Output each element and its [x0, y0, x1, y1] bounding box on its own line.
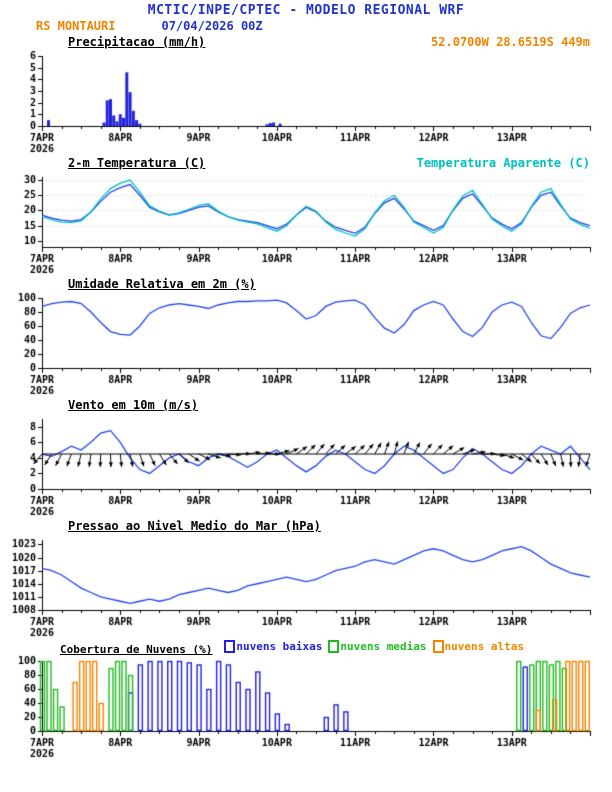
panel-pressure: Pressao ao Nivel Medio do Mar (hPa) — [0, 519, 612, 640]
report-title: MCTIC/INPE/CPTEC - MODELO REGIONAL WRF — [147, 3, 465, 18]
clouds-legend: nuvens baixas nuvens medias nuvens altas — [218, 640, 524, 653]
humidity-chart — [0, 292, 612, 398]
legend-item-high-clouds: nuvens altas — [432, 640, 524, 653]
pressure-title: Pressao ao Nivel Medio do Mar (hPa) — [68, 519, 321, 533]
panel-temperature-head: 2-m Temperatura (C) Temperatura Aparente… — [0, 156, 612, 171]
panel-wind-head: Vento em 10m (m/s) — [0, 398, 612, 413]
report-header: MCTIC/INPE/CPTEC - MODELO REGIONAL WRF R… — [0, 0, 612, 35]
clouds-title: Cobertura de Nuvens (%) — [60, 643, 213, 656]
station-name: RS MONTAURI — [36, 19, 116, 33]
legend-item-mid-clouds: nuvens medias — [328, 640, 427, 653]
clouds-chart — [0, 655, 612, 761]
panel-humidity-head: Umidade Relativa em 2m (%) — [0, 277, 612, 292]
temperature-title: 2-m Temperatura (C) — [68, 156, 206, 170]
panel-humidity: Umidade Relativa em 2m (%) — [0, 277, 612, 398]
panel-wind: Vento em 10m (m/s) — [0, 398, 612, 519]
precipitation-title: Precipitacao (mm/h) — [68, 35, 206, 49]
mid-clouds-swatch-icon — [328, 640, 340, 653]
report-subheader: RS MONTAURI 07/04/2026 00Z — [0, 18, 612, 35]
run-datetime: 07/04/2026 00Z — [161, 19, 263, 33]
wind-title: Vento em 10m (m/s) — [68, 398, 199, 412]
apparent-temperature-label: Temperatura Aparente (C) — [416, 156, 590, 170]
low-clouds-swatch-icon — [224, 640, 236, 653]
panel-clouds-head: Cobertura de Nuvens (%) nuvens baixas nu… — [0, 640, 612, 656]
humidity-title: Umidade Relativa em 2m (%) — [68, 277, 256, 291]
precipitation-chart — [0, 50, 612, 156]
wind-chart — [0, 413, 612, 519]
panel-pressure-head: Pressao ao Nivel Medio do Mar (hPa) — [0, 519, 612, 534]
high-clouds-label: nuvens altas — [444, 640, 524, 653]
low-clouds-label: nuvens baixas — [236, 640, 323, 653]
temperature-chart — [0, 171, 612, 277]
panel-clouds: Cobertura de Nuvens (%) nuvens baixas nu… — [0, 640, 612, 761]
pressure-chart — [0, 534, 612, 640]
high-clouds-swatch-icon — [432, 640, 444, 653]
panel-precipitation-head: Precipitacao (mm/h) 52.0700W 28.6519S 44… — [0, 35, 612, 50]
mid-clouds-label: nuvens medias — [340, 640, 427, 653]
station-location: 52.0700W 28.6519S 449m — [431, 35, 590, 49]
legend-item-low-clouds: nuvens baixas — [224, 640, 322, 653]
panel-precipitation: Precipitacao (mm/h) 52.0700W 28.6519S 44… — [0, 35, 612, 156]
panel-temperature: 2-m Temperatura (C) Temperatura Aparente… — [0, 156, 612, 277]
